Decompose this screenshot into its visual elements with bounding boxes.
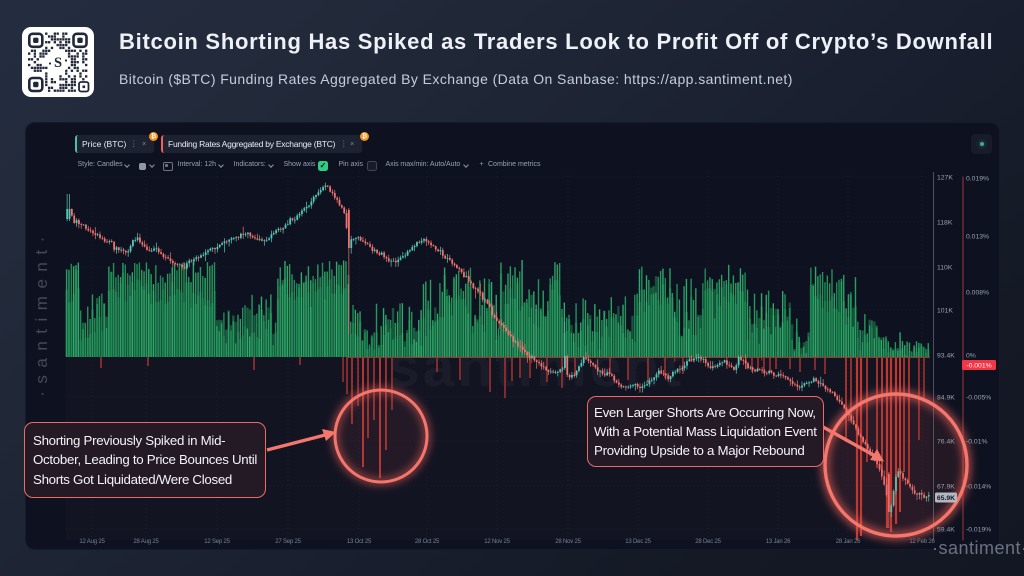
- svg-text:84.9K: 84.9K: [937, 394, 955, 401]
- svg-text:28 Nov 25: 28 Nov 25: [555, 539, 581, 545]
- svg-text:65.9K: 65.9K: [937, 495, 955, 502]
- svg-text:-0.001%: -0.001%: [966, 363, 991, 370]
- svg-text:59.4K: 59.4K: [937, 526, 955, 533]
- svg-text:-0.019%: -0.019%: [966, 526, 991, 533]
- svg-text:12 Sep 25: 12 Sep 25: [204, 539, 230, 545]
- svg-text:13 Oct 25: 13 Oct 25: [347, 539, 372, 545]
- svg-text:0%: 0%: [966, 352, 976, 359]
- svg-text:13 Dec 25: 13 Dec 25: [625, 539, 651, 545]
- svg-text:67.9K: 67.9K: [937, 483, 955, 490]
- svg-text:127K: 127K: [937, 174, 953, 181]
- svg-text:0.008%: 0.008%: [966, 289, 989, 296]
- svg-text:101K: 101K: [937, 307, 953, 314]
- svg-text:-0.005%: -0.005%: [966, 394, 991, 401]
- svg-text:28 Aug 25: 28 Aug 25: [133, 539, 159, 545]
- svg-text:118K: 118K: [937, 219, 953, 226]
- svg-text:12 Aug 25: 12 Aug 25: [79, 539, 105, 545]
- svg-text:0.019%: 0.019%: [966, 175, 989, 182]
- svg-text:S: S: [54, 55, 62, 71]
- svg-text:110K: 110K: [937, 264, 953, 271]
- svg-text:-0.01%: -0.01%: [966, 438, 988, 445]
- svg-text:12 Feb 26: 12 Feb 26: [909, 539, 935, 545]
- svg-text:-0.014%: -0.014%: [966, 483, 991, 490]
- svg-text:13 Jan 26: 13 Jan 26: [766, 539, 791, 545]
- svg-text:28 Oct 25: 28 Oct 25: [415, 539, 440, 545]
- svg-text:12 Nov 25: 12 Nov 25: [484, 539, 510, 545]
- svg-text:0.013%: 0.013%: [966, 233, 989, 240]
- svg-text:28 Dec 25: 28 Dec 25: [695, 539, 721, 545]
- svg-text:28 Jan 26: 28 Jan 26: [836, 539, 861, 545]
- svg-text:93.4K: 93.4K: [937, 352, 955, 359]
- svg-text:76.4K: 76.4K: [937, 438, 955, 445]
- svg-text:27 Sep 25: 27 Sep 25: [275, 539, 301, 545]
